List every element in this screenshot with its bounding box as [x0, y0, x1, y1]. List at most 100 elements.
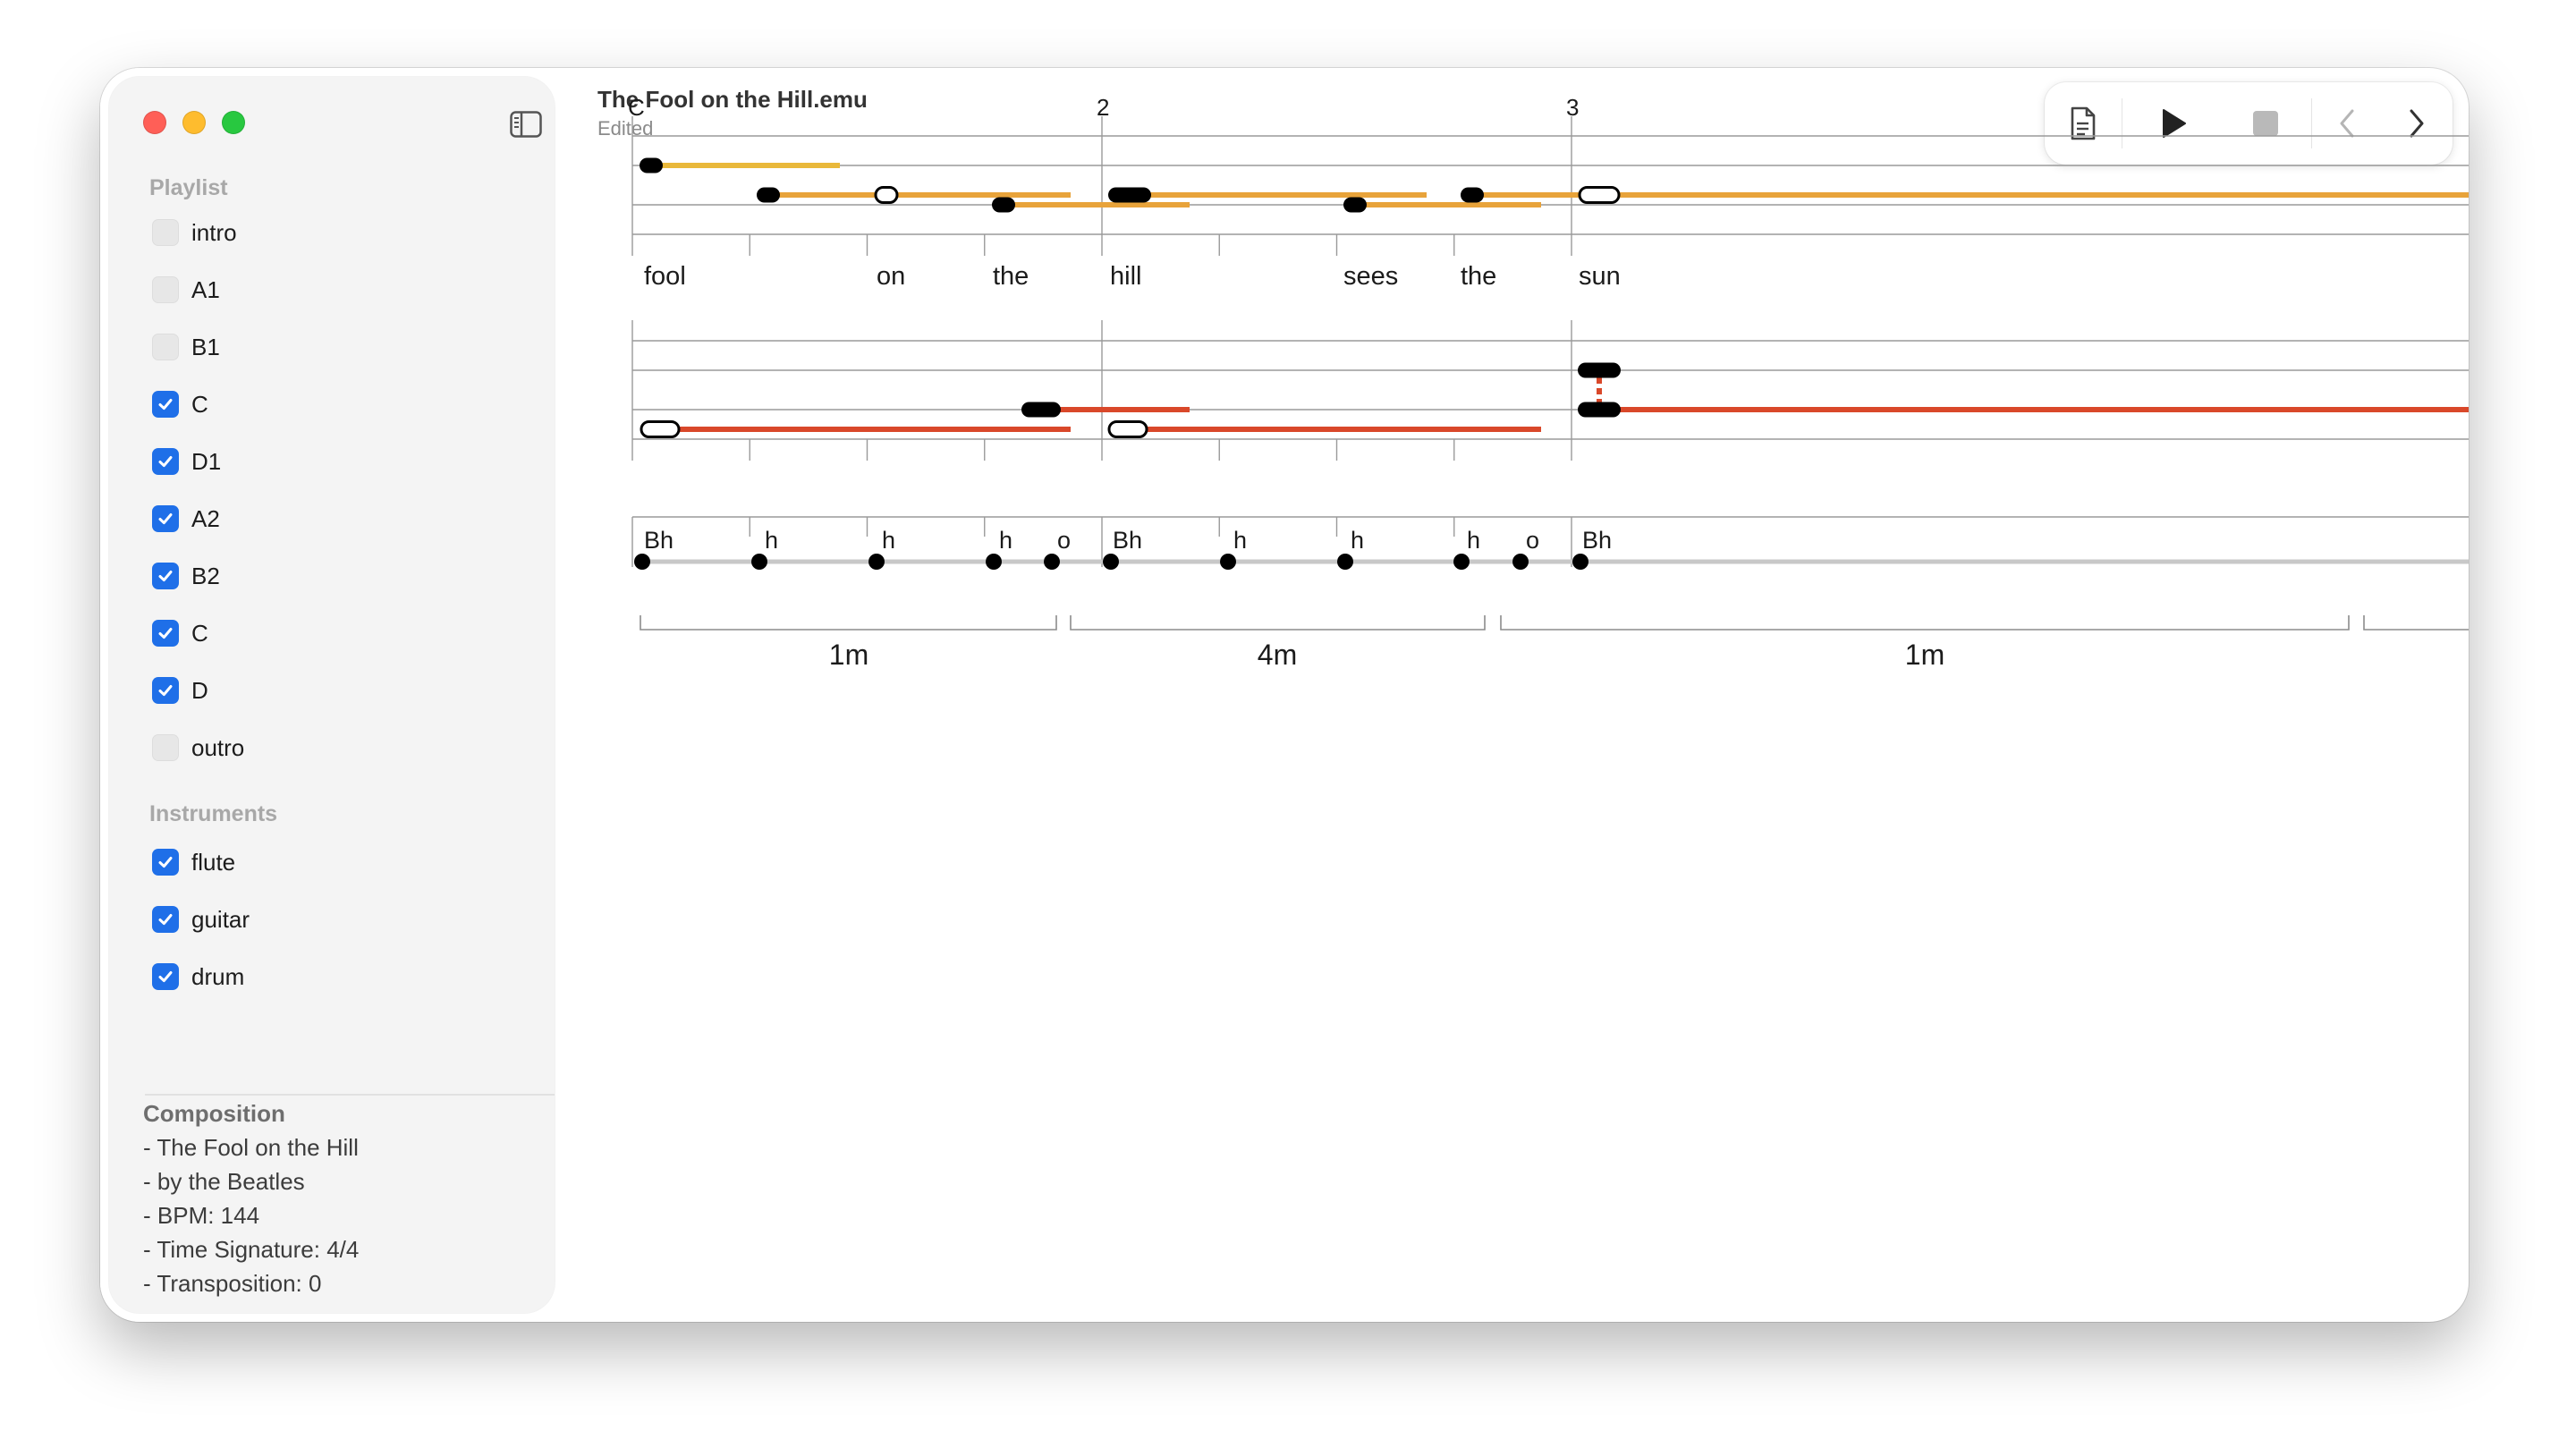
checkbox-checked[interactable]	[152, 563, 179, 589]
duration-label: 1m	[829, 639, 868, 671]
document-icon[interactable]	[2045, 82, 2122, 165]
guitar-note	[1107, 420, 1148, 438]
checkbox-unchecked[interactable]	[152, 334, 179, 360]
playlist-item[interactable]: C	[152, 615, 208, 651]
zoom-window-button[interactable]	[222, 111, 245, 134]
drum-hit	[634, 554, 650, 570]
instrument-item[interactable]: guitar	[152, 902, 250, 937]
play-icon[interactable]	[2123, 82, 2224, 165]
drum-hit	[1103, 554, 1119, 570]
flute-note	[1461, 187, 1484, 203]
lyric-word: on	[877, 262, 905, 291]
drum-hit-label: h	[1351, 527, 1364, 554]
playlist-item[interactable]: B2	[152, 558, 220, 594]
sidebar-toggle-icon[interactable]	[510, 111, 542, 138]
drum-hit	[1220, 554, 1236, 570]
checkbox-checked[interactable]	[152, 677, 179, 704]
drum-hit-label: o	[1057, 527, 1071, 554]
instrument-item[interactable]: drum	[152, 959, 244, 995]
checkbox-unchecked[interactable]	[152, 276, 179, 303]
stop-icon[interactable]	[2224, 82, 2308, 165]
measure-label: C	[628, 94, 645, 121]
flute-note	[874, 186, 899, 204]
close-window-button[interactable]	[143, 111, 166, 134]
playlist-label: B2	[191, 562, 220, 589]
instrument-label: flute	[191, 848, 236, 876]
document-title: The Fool on the Hill.emu	[597, 86, 868, 113]
composition-line: - BPM: 144	[143, 1202, 260, 1229]
flute-note	[992, 197, 1015, 213]
measure-label: 3	[1566, 94, 1579, 121]
chevron-right-icon[interactable]	[2381, 82, 2453, 165]
playlist-header: Playlist	[149, 175, 228, 200]
checkbox-unchecked[interactable]	[152, 219, 179, 246]
instrument-item[interactable]: flute	[152, 844, 235, 880]
playlist-label: C	[191, 619, 208, 647]
duration-label: 1m	[1905, 639, 1944, 671]
lyric-word: sun	[1579, 262, 1621, 291]
duration-bracket	[1500, 615, 2350, 631]
playlist-label: A2	[191, 504, 220, 532]
checkbox-checked[interactable]	[152, 620, 179, 647]
drum-hit-label: h	[999, 527, 1012, 554]
minimize-window-button[interactable]	[182, 111, 206, 134]
checkbox-checked[interactable]	[152, 963, 179, 990]
sidebar-divider	[145, 1094, 555, 1096]
playlist-item[interactable]: D	[152, 673, 208, 708]
lyric-word: hill	[1110, 262, 1141, 291]
guitar-note	[1578, 362, 1621, 378]
toolbar	[2045, 82, 2453, 165]
duration-label: 4m	[1258, 639, 1297, 671]
drum-hit-label: Bh	[1582, 527, 1612, 554]
duration-bracket	[640, 615, 1057, 631]
drum-hit	[986, 554, 1002, 570]
score-canvas[interactable]: C 2 3 fool on the hill sees the sun Bh h h h o Bh h h h o Bh…	[100, 68, 2469, 1322]
guitar-note	[1021, 402, 1061, 418]
checkbox-checked[interactable]	[152, 448, 179, 475]
playlist-label: outro	[191, 733, 245, 761]
playlist-label: intro	[191, 218, 237, 246]
composition-title: Composition	[143, 1100, 285, 1127]
drum-hit-label: h	[765, 527, 778, 554]
playlist-item[interactable]: A1	[152, 272, 220, 308]
drum-hit-label: o	[1526, 527, 1539, 554]
playlist-item[interactable]: D1	[152, 444, 221, 479]
instrument-label: guitar	[191, 905, 250, 933]
drum-hit	[868, 554, 885, 570]
playlist-item[interactable]: C	[152, 386, 208, 422]
checkbox-unchecked[interactable]	[152, 734, 179, 761]
playlist-label: C	[191, 390, 208, 418]
drum-hit-label: h	[1233, 527, 1247, 554]
playlist-label: A1	[191, 275, 220, 303]
playlist-item[interactable]: B1	[152, 329, 220, 365]
drum-hit	[1512, 554, 1529, 570]
playlist-item[interactable]: outro	[152, 730, 244, 766]
checkbox-checked[interactable]	[152, 391, 179, 418]
lyric-word: the	[993, 262, 1029, 291]
playlist-label: B1	[191, 333, 220, 360]
drum-hit	[751, 554, 767, 570]
flute-note	[757, 187, 780, 203]
checkbox-checked[interactable]	[152, 505, 179, 532]
playlist-label: D	[191, 676, 208, 704]
instrument-label: drum	[191, 962, 245, 990]
measure-label: 2	[1097, 94, 1109, 121]
playlist-label: D1	[191, 447, 222, 475]
checkbox-checked[interactable]	[152, 906, 179, 933]
guitar-note	[1578, 402, 1621, 418]
toolbar-separator	[2311, 98, 2312, 148]
duration-bracket	[1070, 615, 1486, 631]
composition-line: - Time Signature: 4/4	[143, 1236, 360, 1263]
composition-line: - The Fool on the Hill	[143, 1134, 359, 1161]
composition-line: - Transposition: 0	[143, 1270, 322, 1297]
playlist-item[interactable]: intro	[152, 215, 237, 250]
checkbox-checked[interactable]	[152, 849, 179, 876]
drum-hit-label: h	[882, 527, 895, 554]
playlist-item[interactable]: A2	[152, 501, 220, 537]
lyric-word: the	[1461, 262, 1496, 291]
chevron-left-icon[interactable]	[2313, 82, 2381, 165]
drum-hit-label: Bh	[1113, 527, 1142, 554]
